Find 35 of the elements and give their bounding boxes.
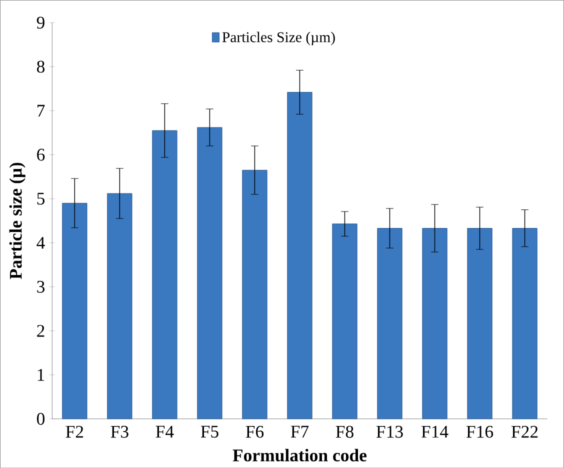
y-tick-label: 5 bbox=[37, 192, 44, 205]
bar bbox=[422, 228, 448, 419]
y-tick-label: 9 bbox=[36, 16, 44, 29]
y-tick-label: 6 bbox=[37, 148, 45, 161]
bar bbox=[287, 92, 312, 419]
bar bbox=[152, 130, 178, 419]
bar bbox=[242, 170, 268, 419]
bar bbox=[62, 202, 88, 419]
y-tick-label: 7 bbox=[37, 104, 45, 116]
bar bbox=[332, 223, 358, 419]
bar bbox=[107, 193, 132, 419]
x-tick-label: F14 bbox=[421, 426, 448, 438]
y-tick-label: 2 bbox=[37, 324, 44, 337]
bar bbox=[512, 228, 538, 419]
y-tick-label: 8 bbox=[36, 60, 45, 73]
x-tick-label: F4 bbox=[156, 426, 174, 438]
bar bbox=[197, 127, 222, 419]
y-axis-title: Particle size (μ) bbox=[9, 162, 26, 280]
x-tick-label: F2 bbox=[66, 426, 84, 438]
x-tick-label: F13 bbox=[376, 426, 403, 438]
y-tick-label: 1 bbox=[38, 368, 44, 381]
x-tick-label: F3 bbox=[110, 426, 128, 438]
bar bbox=[377, 228, 402, 419]
x-tick-label: F22 bbox=[511, 426, 538, 438]
x-axis-title: Formulation code bbox=[232, 448, 367, 462]
bar bbox=[467, 228, 492, 419]
x-tick-label: F8 bbox=[336, 426, 354, 438]
y-tick-label: 4 bbox=[36, 236, 45, 248]
legend-label: Particles Size (µm) bbox=[222, 32, 335, 46]
y-tick-label: 0 bbox=[36, 412, 45, 425]
y-tick-label: 3 bbox=[37, 280, 44, 293]
x-tick-label: F6 bbox=[246, 426, 264, 438]
x-tick-label: F16 bbox=[466, 426, 494, 438]
x-tick-label: F7 bbox=[290, 426, 309, 438]
x-tick-label: F5 bbox=[200, 426, 218, 438]
